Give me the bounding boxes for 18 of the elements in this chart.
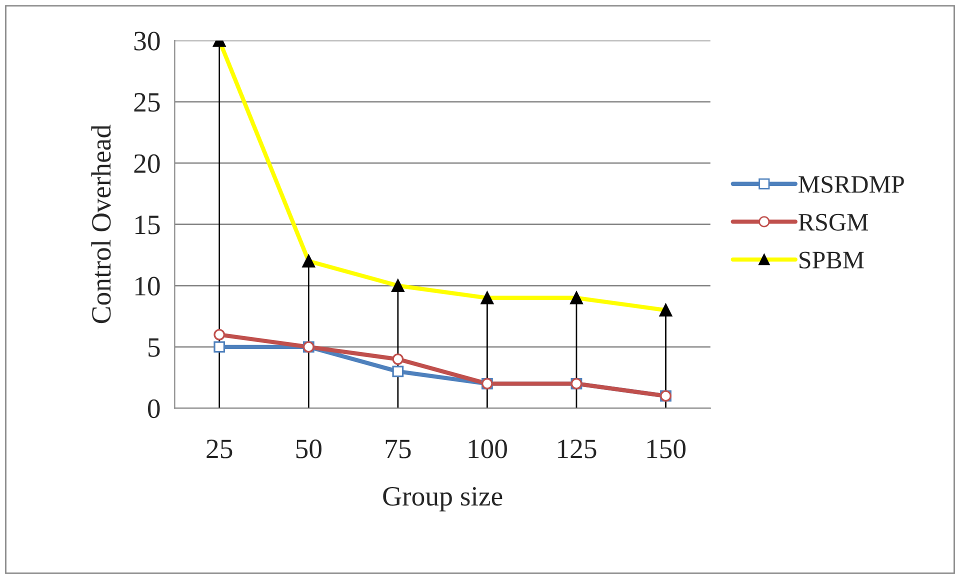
x-tick-label: 100 <box>468 440 507 458</box>
y-tick-label: 5 <box>148 338 160 357</box>
y-tick-label: 0 <box>148 399 160 418</box>
x-tick-label: 50 <box>296 440 322 458</box>
legend-label: MSRDMP <box>798 176 904 193</box>
x-tick-label: 25 <box>206 440 232 458</box>
legend-label: RSGM <box>798 214 868 231</box>
legend-label: SPBM <box>800 252 864 269</box>
y-tick-label: 10 <box>135 276 160 296</box>
x-tick-label: 150 <box>647 440 686 458</box>
x-tick-label: 75 <box>386 440 411 458</box>
x-axis-title: Group size <box>383 487 502 512</box>
y-tick-label: 30 <box>134 32 160 50</box>
y-tick-label: 20 <box>134 154 160 173</box>
y-axis-title: Control Overhead <box>91 124 111 324</box>
y-tick-label: 15 <box>135 216 160 234</box>
y-tick-label: 25 <box>134 93 160 112</box>
x-tick-label: 125 <box>558 440 596 458</box>
